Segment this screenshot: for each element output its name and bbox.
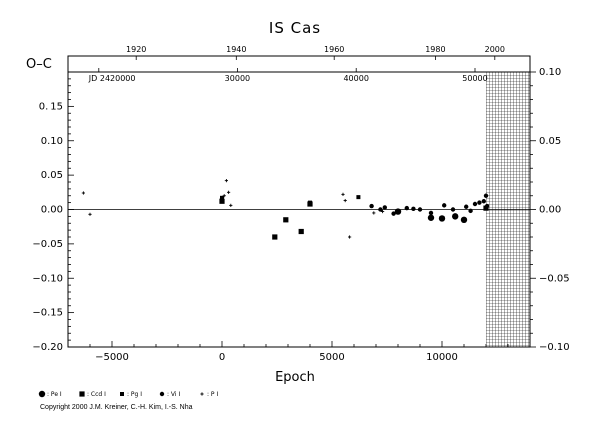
data-point-vi-i (411, 206, 416, 212)
data-point-p-i (227, 190, 231, 194)
data-point-vi-i (404, 205, 409, 211)
jd-tick-label: 40000 (343, 74, 368, 83)
top-year-tick-label: 2000 (485, 45, 505, 54)
jd-tick-label: 30000 (225, 74, 250, 83)
data-point-vi-i (484, 203, 490, 209)
legend-marker (159, 391, 165, 397)
bottom-x-tick-label: 5000 (319, 352, 344, 363)
plot-frame (67, 55, 531, 348)
data-point-vi-i (442, 203, 447, 208)
left-y-tick-label: −0.15 (32, 308, 63, 319)
legend-marker (120, 392, 124, 396)
data-point-pe-i (452, 213, 459, 220)
data-point-p-i (381, 209, 385, 214)
left-y-tick-label: −0.20 (32, 342, 63, 353)
data-point-ccd-i (272, 234, 278, 240)
data-point-vi-i (378, 207, 383, 212)
data-point-p-i (222, 194, 226, 198)
data-point-ccd-i (283, 217, 289, 223)
data-point-vi-i (472, 201, 478, 207)
data-point-vi-i (369, 203, 374, 209)
right-y-axis: −0.10 −0.05 0.00 0.05 0.10 (530, 67, 570, 353)
data-point-vi-i (481, 199, 486, 204)
data-point-pe-i (394, 208, 402, 215)
data-point-p-i (372, 211, 376, 215)
legend-label: : Vi I (167, 391, 180, 398)
data-points (81, 179, 490, 240)
legend-marker (200, 392, 204, 396)
data-point-pe-i (427, 214, 435, 221)
data-point-ccd-i (298, 228, 304, 235)
right-y-tick-label: 0.05 (539, 136, 561, 147)
right-y-tick-label: −0.05 (539, 273, 570, 284)
right-y-tick-label: 0.10 (539, 67, 561, 78)
jd-tick-label: JD 2420000 (88, 74, 136, 83)
data-point-p-i (81, 191, 85, 195)
jd-tick-label: 50000 (462, 74, 487, 83)
x-axis-label: Epoch (275, 370, 315, 385)
chart-title: IS Cas (269, 19, 321, 37)
bottom-x-axis: −5000 0 5000 10000 (67, 341, 531, 363)
legend-label: : P I (207, 391, 218, 398)
top-year-tick-label: 1920 (126, 45, 146, 54)
top-year-tick-label: 1940 (226, 45, 246, 54)
left-y-tick-label: −0.10 (32, 273, 63, 284)
left-y-tick-label: 0. 15 (39, 101, 63, 112)
legend-marker (38, 390, 46, 398)
data-point-vi-i (468, 208, 473, 214)
data-point-vi-i (428, 210, 434, 216)
right-y-tick-label: −0.10 (539, 342, 570, 353)
data-point-vi-i (450, 207, 456, 212)
bottom-x-tick-label: −5000 (95, 352, 129, 363)
data-point-pe-i (438, 215, 446, 222)
left-y-tick-label: 0.00 (41, 205, 63, 216)
data-point-p-i (229, 203, 233, 207)
data-point-pg-i (308, 200, 312, 205)
data-point-p-i (343, 198, 347, 203)
bottom-x-tick-label: 0 (219, 352, 225, 363)
left-y-tick-label: 0.05 (41, 170, 63, 181)
data-point-vi-i (417, 207, 423, 212)
copyright-text: Copyright 2000 J.M. Kreiner, C.-H. Kim, … (40, 404, 193, 411)
y-axis-label: O–C (26, 57, 52, 72)
legend: : Pe I : Ccd I : Pg I : Vi I : P I (38, 390, 218, 398)
legend-label: : Pe I (47, 391, 62, 398)
legend-marker (79, 391, 85, 397)
bottom-x-tick-label: 10000 (426, 352, 458, 363)
data-point-vi-i (483, 193, 489, 198)
top-year-axis: 1920 1940 1960 1980 2000 (126, 45, 505, 60)
left-y-tick-label: 0.10 (41, 136, 63, 147)
legend-label: : Pg I (127, 391, 142, 398)
legend-label: : Ccd I (87, 391, 106, 398)
data-point-vi-i (464, 204, 469, 209)
data-point-ccd-i (219, 198, 225, 204)
data-point-vi-i (382, 205, 387, 210)
data-point-p-i (224, 179, 228, 183)
data-point-pg-i (356, 195, 361, 200)
jd-axis: JD 2420000 30000 40000 50000 (88, 68, 488, 83)
data-point-p-i (348, 235, 352, 239)
right-y-tick-label: 0.00 (539, 205, 561, 216)
top-year-tick-label: 1960 (324, 45, 344, 54)
data-point-p-i (88, 212, 92, 216)
data-point-pe-i (460, 216, 468, 224)
data-point-vi-i (477, 200, 482, 205)
top-year-tick-label: 1980 (425, 45, 445, 54)
data-point-p-i (341, 192, 345, 196)
data-point-pg-i (220, 195, 224, 200)
left-y-tick-label: −0.05 (32, 239, 63, 250)
data-point-ccd-i (483, 205, 489, 211)
left-y-axis: −0.20 −0.15 −0.10 −0.05 0.00 0.05 0.10 0. 15 (32, 71, 74, 353)
data-point-vi-i (391, 211, 396, 216)
